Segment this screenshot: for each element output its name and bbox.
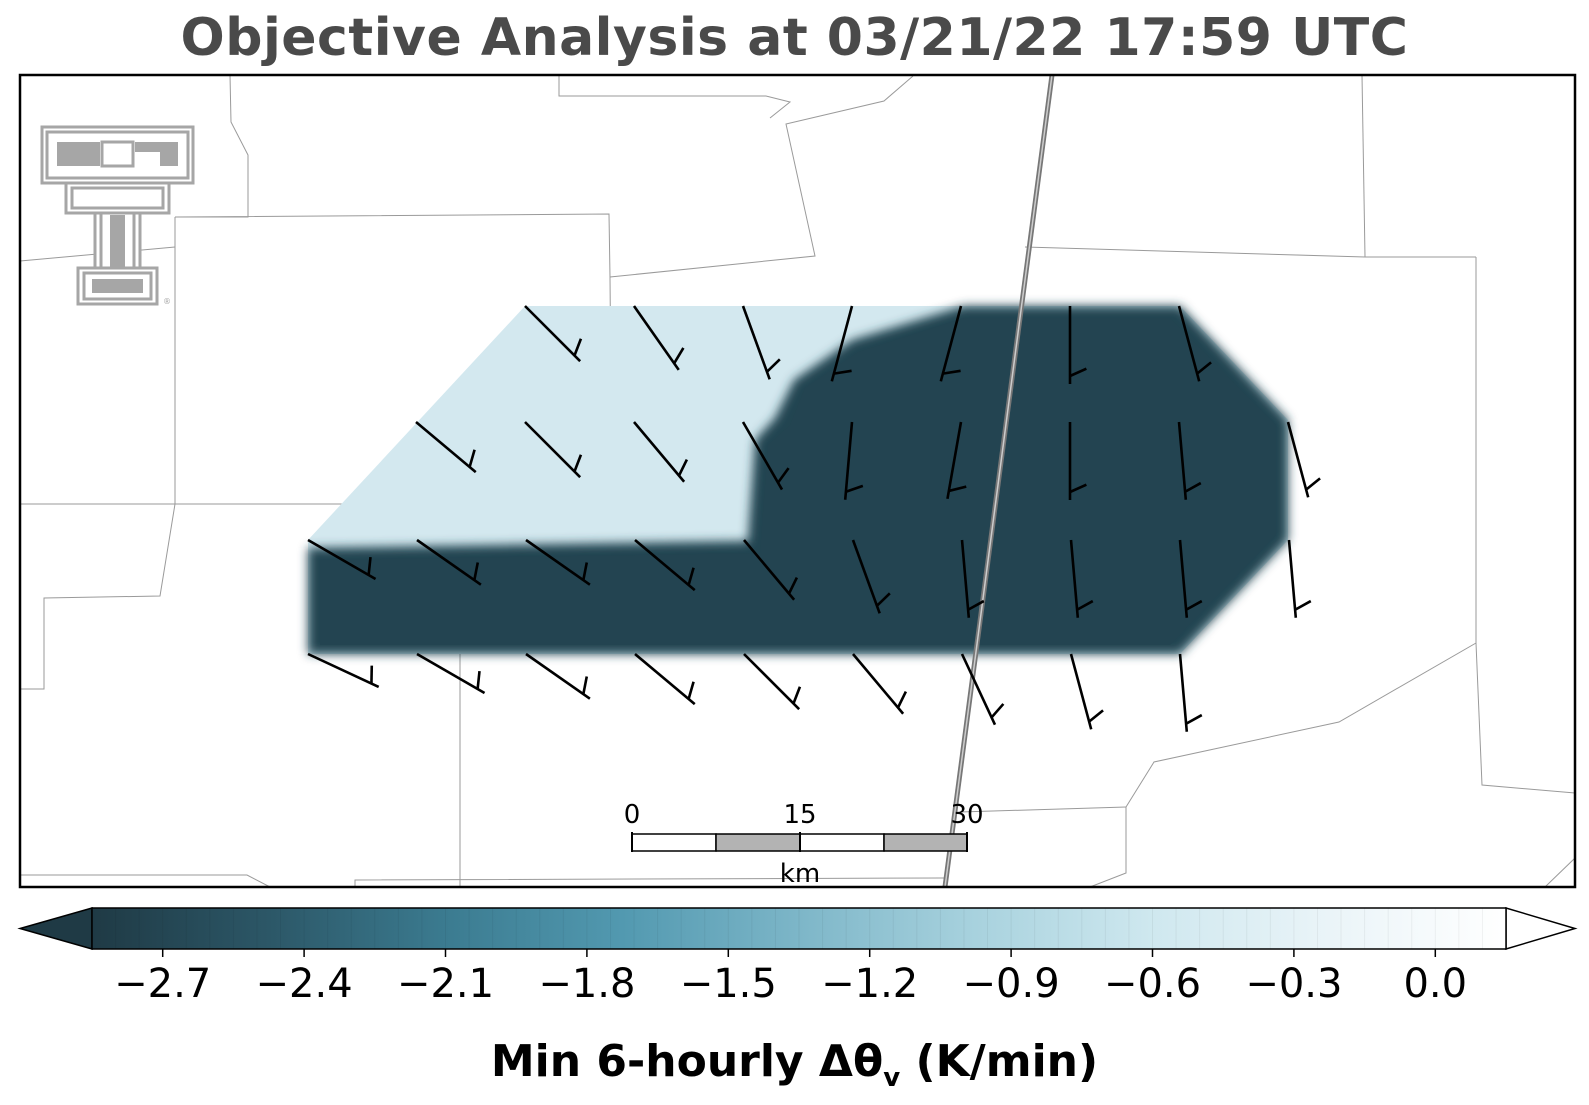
colorbar-tick-label: −0.3 — [1245, 961, 1342, 1007]
wind-barb — [741, 305, 781, 380]
wind-barb — [634, 539, 696, 592]
wind-barb — [946, 421, 967, 500]
wind-barb — [1177, 421, 1202, 500]
colorbar-tick-label: −2.7 — [114, 961, 211, 1007]
wind-barb — [415, 421, 477, 474]
wind-barb — [960, 539, 985, 618]
wind-barb — [1287, 539, 1312, 618]
wind-barb — [830, 305, 854, 382]
colorbar-tick-label: −0.9 — [963, 961, 1060, 1007]
wind-barb — [960, 653, 1005, 726]
map-title: Objective Analysis at 03/21/22 17:59 UTC — [180, 8, 1409, 68]
wind-barbs — [307, 305, 1321, 732]
colorbar-tick-label: −1.8 — [538, 961, 635, 1007]
wind-barb — [1286, 421, 1321, 498]
wind-barb — [307, 652, 380, 689]
wind-barb — [843, 421, 864, 500]
colorbar-tick-label: −2.1 — [397, 961, 494, 1007]
colorbar-body — [17, 906, 1578, 951]
wind-barb — [1068, 306, 1087, 384]
colorbar-tick-label: 0.0 — [1403, 961, 1467, 1007]
colorbar-extend-min — [17, 907, 93, 950]
wind-barb — [632, 305, 685, 371]
svg-text:®: ® — [163, 297, 171, 306]
wind-barb — [743, 653, 802, 711]
wind-barb — [1069, 653, 1104, 730]
colorbar-ticks: −2.7 −2.4 −2.1 −1.8 −1.5 −1.2 −0.9 −0.6 −0.3 0.0 — [114, 949, 1467, 1007]
wind-barb — [1177, 305, 1212, 382]
colorbar-label: Min 6-hourly Δθv (K/min) — [0, 1036, 1589, 1093]
colorbar-label-main: Min 6-hourly Δθ — [490, 1036, 884, 1087]
scale-unit: km — [780, 859, 820, 889]
wind-barb — [633, 421, 689, 483]
wind-barb — [851, 539, 891, 614]
wind-barb — [1069, 539, 1094, 618]
colorbar-tick-label: −1.5 — [680, 961, 777, 1007]
colorbar-tick-label: −1.2 — [821, 961, 918, 1007]
colorbar-gradient — [91, 907, 1507, 950]
map-frame — [18, 73, 1577, 889]
wind-barb — [416, 538, 482, 586]
colorbar-tick-label: −2.4 — [256, 961, 353, 1007]
colorbar-label-sub: v — [883, 1062, 901, 1093]
scale-tick-15: 15 — [783, 800, 816, 830]
wind-barb — [1178, 653, 1203, 732]
colorbar-extend-max — [1505, 906, 1578, 951]
wind-barb — [741, 421, 790, 491]
wind-barb — [525, 538, 591, 586]
texas-tech-logo: ® — [40, 125, 195, 306]
wind-barb — [1068, 422, 1087, 500]
highway-line — [942, 75, 1055, 887]
wind-barb — [743, 539, 799, 601]
wind-barb — [525, 652, 591, 700]
wind-barb — [1178, 539, 1203, 618]
wind-barb — [634, 653, 696, 706]
wind-barb — [524, 305, 583, 363]
wind-barb — [939, 305, 963, 382]
scale-tick-30: 30 — [950, 800, 983, 830]
wind-barb — [852, 653, 908, 715]
scale-tick-0: 0 — [624, 800, 641, 830]
colorbar-tick-label: −0.6 — [1104, 961, 1201, 1007]
wind-barb — [307, 538, 377, 581]
wind-barb — [524, 421, 583, 479]
wind-barb — [416, 652, 486, 695]
scale-bar: 0 15 30 km — [624, 800, 984, 889]
colorbar-label-unit: (K/min) — [900, 1036, 1099, 1087]
